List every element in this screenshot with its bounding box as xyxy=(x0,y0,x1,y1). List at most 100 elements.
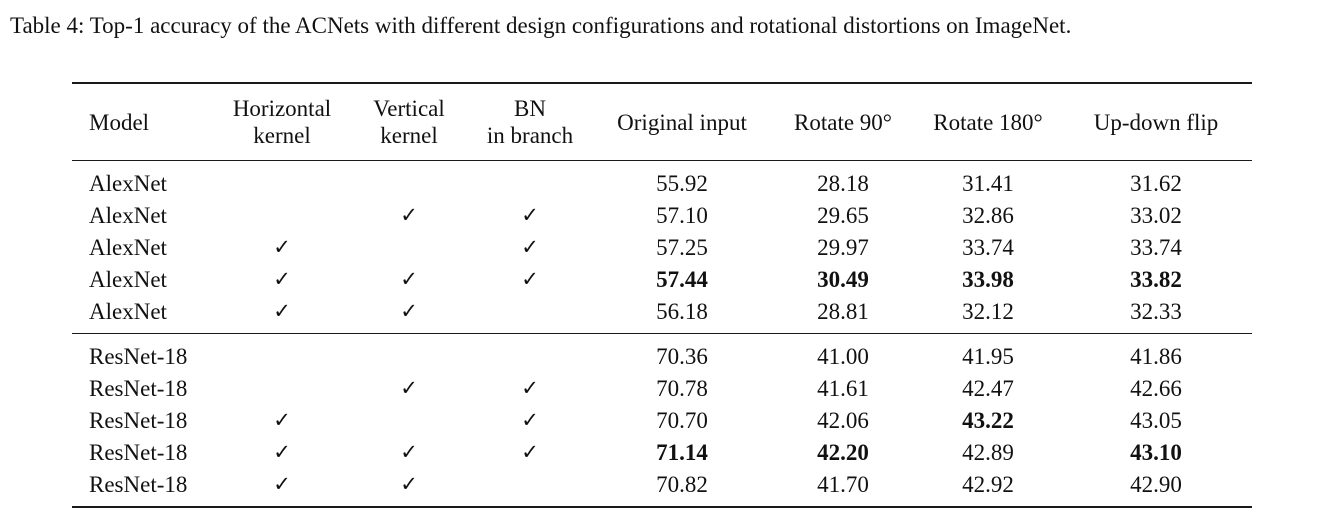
cell-up-down-flip: 42.66 xyxy=(1130,375,1182,401)
cell-rotate-180: 32.86 xyxy=(962,202,1014,228)
cell-horizontal-kernel: ✓ xyxy=(212,231,352,263)
cell-horizontal-kernel: ✓ xyxy=(212,468,352,500)
cell-up-down-flip: 41.86 xyxy=(1130,344,1182,370)
table-row: ResNet-18 ✓ ✓ 70.82 41.70 42.92 42.90 xyxy=(72,468,1252,500)
top-rule xyxy=(72,82,1252,84)
cell-rotate-90: 29.65 xyxy=(817,202,869,228)
cell-horizontal-kernel xyxy=(212,372,352,404)
cell-vertical-kernel: ✓ xyxy=(352,436,466,468)
header-bn-in-branch: BN in branch xyxy=(486,96,574,148)
cell-horizontal-kernel: ✓ xyxy=(212,263,352,295)
checkmark-icon: ✓ xyxy=(521,267,539,292)
cell-model: AlexNet xyxy=(89,202,167,228)
cell-vertical-kernel: ✓ xyxy=(352,372,466,404)
bottom-rule xyxy=(72,506,1252,509)
checkmark-icon: ✓ xyxy=(400,299,418,324)
resnet18-group: ResNet-18 70.36 41.00 41.95 41.86 ResNet-18 ✓ ✓… xyxy=(72,334,1252,506)
cell-vertical-kernel xyxy=(352,168,466,199)
checkmark-icon: ✓ xyxy=(521,376,539,401)
cell-original-input: 70.70 xyxy=(656,407,708,433)
cell-rotate-90: 42.20 xyxy=(817,439,869,465)
header-row: Model Horizontal kernel Vertical kernel BN… xyxy=(72,84,1252,160)
cell-model: AlexNet xyxy=(89,234,167,260)
cell-horizontal-kernel xyxy=(212,199,352,231)
table-row: AlexNet ✓ ✓ ✓ 57.44 30.49 33.98 33.82 xyxy=(72,263,1252,295)
cell-rotate-90: 41.70 xyxy=(817,471,869,497)
group-divider-rule xyxy=(72,333,1252,335)
table-row: ResNet-18 ✓ ✓ ✓ 71.14 42.20 42.89 43.10 xyxy=(72,436,1252,468)
cell-original-input: 56.18 xyxy=(656,298,708,324)
cell-rotate-180: 42.92 xyxy=(962,471,1014,497)
cell-bn-in-branch xyxy=(466,341,594,372)
header-rule xyxy=(72,160,1252,162)
cell-original-input: 70.82 xyxy=(656,471,708,497)
table-row: AlexNet ✓ ✓ 57.25 29.97 33.74 33.74 xyxy=(72,231,1252,263)
cell-rotate-90: 41.00 xyxy=(817,344,869,370)
table-caption: Table 4: Top-1 accuracy of the ACNets wi… xyxy=(10,13,1072,38)
checkmark-icon: ✓ xyxy=(273,267,291,292)
table-body: ResNet-18 70.36 41.00 41.95 41.86 ResNet-18 ✓ ✓… xyxy=(72,341,1252,500)
header-original-input: Original input xyxy=(617,109,747,135)
cell-bn-in-branch: ✓ xyxy=(466,436,594,468)
cell-rotate-180: 31.41 xyxy=(962,171,1014,197)
cell-vertical-kernel xyxy=(352,341,466,372)
cell-rotate-90: 28.18 xyxy=(817,171,869,197)
cell-bn-in-branch: ✓ xyxy=(466,199,594,231)
cell-rotate-90: 41.61 xyxy=(817,375,869,401)
cell-rotate-180: 32.12 xyxy=(962,298,1014,324)
cell-vertical-kernel: ✓ xyxy=(352,468,466,500)
cell-original-input: 57.10 xyxy=(656,202,708,228)
table-row: ResNet-18 70.36 41.00 41.95 41.86 xyxy=(72,341,1252,372)
cell-vertical-kernel xyxy=(352,404,466,436)
table-row: ResNet-18 ✓ ✓ 70.70 42.06 43.22 43.05 xyxy=(72,404,1252,436)
checkmark-icon: ✓ xyxy=(400,472,418,497)
cell-rotate-90: 29.97 xyxy=(817,234,869,260)
cell-original-input: 57.25 xyxy=(656,234,708,260)
cell-bn-in-branch: ✓ xyxy=(466,404,594,436)
cell-up-down-flip: 43.10 xyxy=(1130,439,1182,465)
header-horizontal-kernel: Horizontal kernel xyxy=(232,96,332,148)
header-model: Model xyxy=(89,109,150,135)
cell-original-input: 70.78 xyxy=(656,375,708,401)
cell-rotate-180: 43.22 xyxy=(962,407,1014,433)
header-up-down-flip: Up-down flip xyxy=(1093,109,1219,135)
table-row: AlexNet 55.92 28.18 31.41 31.62 xyxy=(72,168,1252,199)
table-row: AlexNet ✓ ✓ 56.18 28.81 32.12 32.33 xyxy=(72,295,1252,327)
checkmark-icon: ✓ xyxy=(273,235,291,260)
cell-up-down-flip: 31.62 xyxy=(1130,171,1182,197)
cell-bn-in-branch xyxy=(466,168,594,199)
alexnet-group: AlexNet 55.92 28.18 31.41 31.62 AlexNet ✓ ✓ 57.1… xyxy=(72,161,1252,333)
header-vertical-kernel: Vertical kernel xyxy=(373,96,445,148)
cell-up-down-flip: 33.74 xyxy=(1130,234,1182,260)
checkmark-icon: ✓ xyxy=(273,472,291,497)
cell-horizontal-kernel: ✓ xyxy=(212,436,352,468)
checkmark-icon: ✓ xyxy=(400,376,418,401)
cell-original-input: 55.92 xyxy=(656,171,708,197)
checkmark-icon: ✓ xyxy=(400,440,418,465)
cell-bn-in-branch xyxy=(466,295,594,327)
checkmark-icon: ✓ xyxy=(273,440,291,465)
cell-rotate-180: 33.98 xyxy=(962,266,1014,292)
checkmark-icon: ✓ xyxy=(400,203,418,228)
cell-model: AlexNet xyxy=(89,298,167,324)
cell-model: ResNet-18 xyxy=(89,375,188,401)
cell-model: ResNet-18 xyxy=(89,407,188,433)
cell-vertical-kernel xyxy=(352,231,466,263)
cell-up-down-flip: 33.82 xyxy=(1130,266,1182,292)
cell-rotate-90: 42.06 xyxy=(817,407,869,433)
cell-original-input: 57.44 xyxy=(656,266,708,292)
cell-original-input: 70.36 xyxy=(656,344,708,370)
header-rotate-180: Rotate 180° xyxy=(933,109,1043,135)
checkmark-icon: ✓ xyxy=(273,408,291,433)
table-row: AlexNet ✓ ✓ 57.10 29.65 32.86 33.02 xyxy=(72,199,1252,231)
table-header: Model Horizontal kernel Vertical kernel BN… xyxy=(72,84,1252,160)
cell-up-down-flip: 32.33 xyxy=(1130,298,1182,324)
cell-horizontal-kernel: ✓ xyxy=(212,404,352,436)
cell-rotate-180: 33.74 xyxy=(962,234,1014,260)
cell-bn-in-branch: ✓ xyxy=(466,231,594,263)
checkmark-icon: ✓ xyxy=(273,299,291,324)
cell-bn-in-branch: ✓ xyxy=(466,263,594,295)
checkmark-icon: ✓ xyxy=(521,408,539,433)
cell-vertical-kernel: ✓ xyxy=(352,199,466,231)
cell-model: ResNet-18 xyxy=(89,344,188,370)
